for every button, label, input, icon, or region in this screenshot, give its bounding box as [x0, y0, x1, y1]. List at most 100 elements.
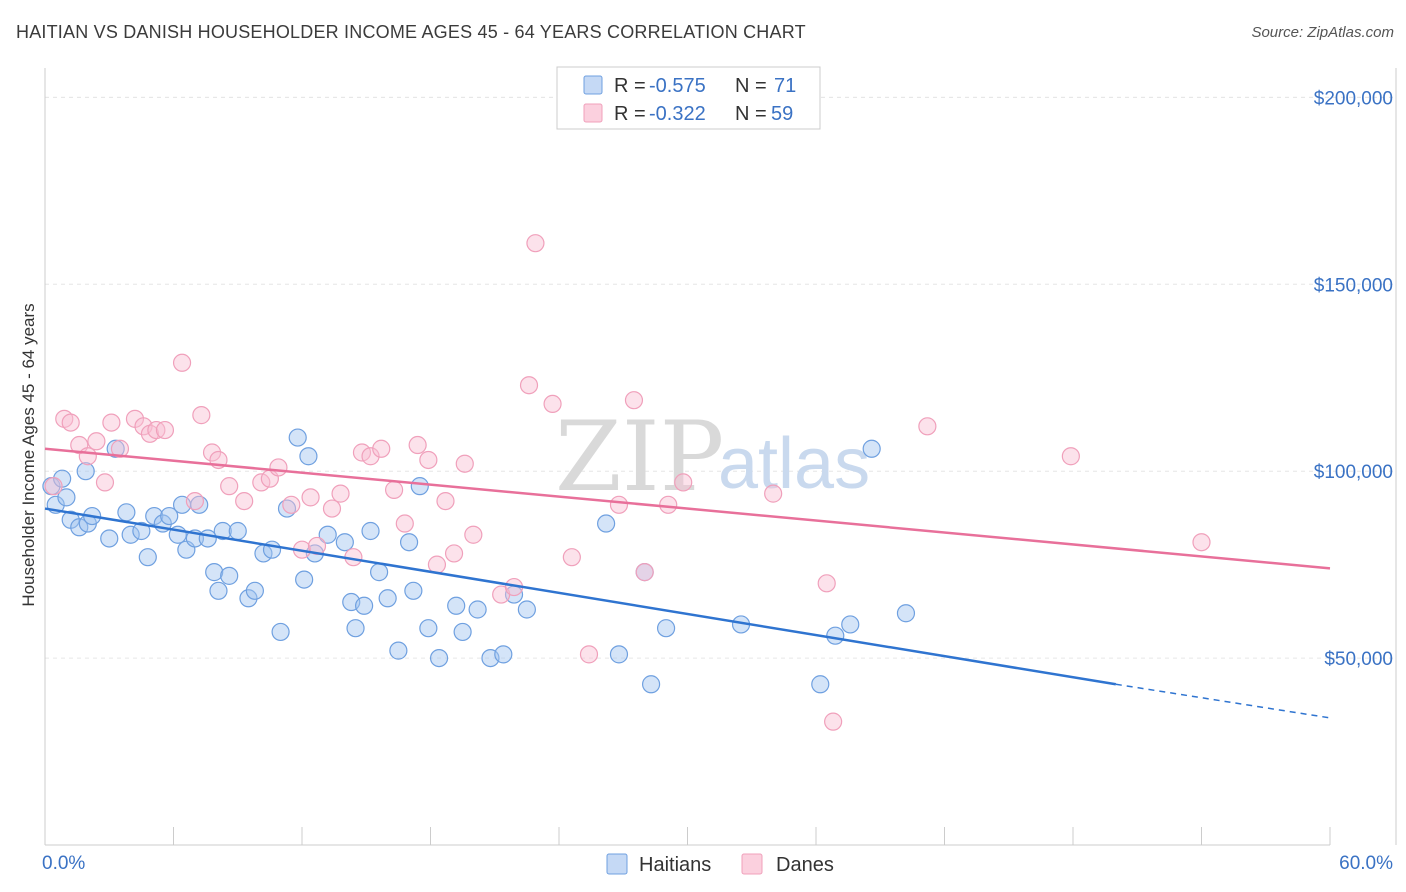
danes-point-17 [202, 443, 222, 462]
haitians-point-35 [288, 428, 307, 447]
haitians-point-6 [76, 462, 95, 481]
legend-r-label-1: R = [614, 75, 646, 97]
danes-point-36 [408, 435, 427, 455]
haitians-point-70 [896, 604, 916, 623]
danes-point-39 [436, 491, 455, 511]
danes-point-8 [110, 439, 130, 458]
y-tick-label-3: $200,000 [1314, 88, 1393, 109]
watermark-zip: ZIP [555, 401, 724, 513]
danes-point-41 [455, 454, 474, 473]
haitians-point-29 [239, 589, 258, 608]
danes-point-15 [185, 491, 205, 511]
danes-point-33 [372, 439, 391, 458]
danes-point-57 [918, 417, 937, 436]
danes-point-47 [543, 394, 562, 414]
series-legend: Haitians Danes [606, 853, 834, 876]
trend-lines [44, 447, 1331, 719]
legend-marker-haitians [606, 853, 628, 875]
danes-point-46 [526, 234, 545, 253]
haitians-point-17 [160, 506, 179, 526]
haitians-point-28 [228, 521, 247, 541]
legend-n-label-1: N = [735, 75, 767, 97]
haitians-point-60 [597, 514, 616, 533]
danes-point-20 [235, 491, 254, 511]
haitians-point-50 [410, 477, 429, 496]
chart-title: HAITIAN VS DANISH HOUSEHOLDER INCOME AGE… [16, 22, 806, 42]
legend-label-danes: Danes [776, 854, 834, 876]
haitians-point-23 [198, 529, 217, 548]
haitians-point-45 [370, 563, 389, 582]
haitians-point-49 [404, 581, 423, 600]
danes-point-50 [609, 495, 629, 514]
haitians-point-43 [355, 596, 374, 615]
legend-n-value-2: 59 [771, 103, 793, 125]
gridlines [45, 96, 1395, 659]
legend-n-value-1: 71 [774, 75, 796, 97]
danes-trend-line [44, 447, 1331, 570]
haitians-point-24 [205, 563, 224, 582]
legend-swatch-haitians [583, 75, 603, 95]
haitians-point-57 [494, 645, 513, 664]
danes-point-54 [674, 473, 693, 492]
danes-point-24 [282, 495, 301, 514]
haitians-point-33 [271, 622, 290, 642]
source-label: Source: ZipAtlas.com [1251, 24, 1394, 41]
danes-point-42 [464, 525, 483, 544]
danes-point-58 [1061, 447, 1080, 466]
legend-swatch-danes [583, 103, 603, 123]
haitians-point-26 [213, 521, 232, 541]
haitians-point-46 [378, 589, 397, 608]
danes-point-55 [764, 484, 783, 503]
danes-point-4 [78, 447, 97, 466]
haitians-point-10 [106, 439, 125, 458]
legend-r-value-1: -0.575 [649, 75, 706, 97]
stats-legend: R = -0.575 N = 71 R = -0.322 N = 59 [556, 66, 821, 130]
danes-point-60 [824, 712, 843, 731]
danes-point-28 [322, 499, 342, 518]
haitians-point-59 [517, 600, 536, 619]
danes-point-56 [817, 574, 836, 593]
haitians-trend-extension [1115, 683, 1331, 719]
danes-point-37 [419, 450, 438, 470]
haitians-point-39 [318, 525, 337, 544]
danes-point-29 [331, 484, 350, 503]
legend-r-label-2: R = [614, 103, 646, 125]
danes-point-35 [395, 514, 414, 533]
haitians-point-9 [100, 529, 119, 548]
y-tick-label-1: $100,000 [1314, 462, 1393, 483]
legend-n-label-2: N = [735, 103, 767, 125]
danes-point-40 [444, 544, 464, 563]
haitians-point-42 [346, 619, 365, 638]
haitians-point-36 [295, 570, 314, 589]
danes-point-49 [579, 645, 599, 664]
danes-point-48 [562, 548, 581, 567]
haitians-point-63 [641, 675, 661, 694]
y-tick-label-2: $150,000 [1314, 275, 1393, 296]
danes-point-5 [87, 432, 106, 451]
x-tick-label-min: 0.0% [42, 853, 85, 874]
danes-point-2 [61, 413, 80, 432]
danes-point-14 [172, 353, 192, 372]
legend-marker-danes [741, 853, 763, 875]
haitians-trend-line [44, 507, 1117, 686]
y-tick-labels: $50,000 $100,000 $150,000 $200,000 [1314, 88, 1393, 670]
danes-point-59 [1192, 533, 1211, 552]
danes-point-16 [192, 406, 211, 425]
data-points [42, 234, 1211, 731]
haitians-point-66 [811, 675, 830, 694]
haitians-point-52 [429, 648, 449, 668]
haitians-point-68 [841, 615, 860, 634]
haitians-point-37 [299, 447, 318, 466]
danes-point-38 [427, 555, 447, 574]
haitians-point-48 [399, 533, 419, 552]
watermark-atlas: atlas [718, 424, 870, 504]
y-axis-label: Householder Income Ages 45 - 64 years [19, 303, 38, 606]
haitians-point-27 [220, 566, 239, 585]
haitians-point-11 [117, 503, 136, 522]
danes-point-13 [155, 420, 175, 440]
haitians-point-44 [361, 521, 380, 541]
haitians-point-12 [121, 525, 140, 544]
danes-point-53 [659, 495, 678, 514]
legend-label-haitians: Haitians [639, 854, 711, 876]
